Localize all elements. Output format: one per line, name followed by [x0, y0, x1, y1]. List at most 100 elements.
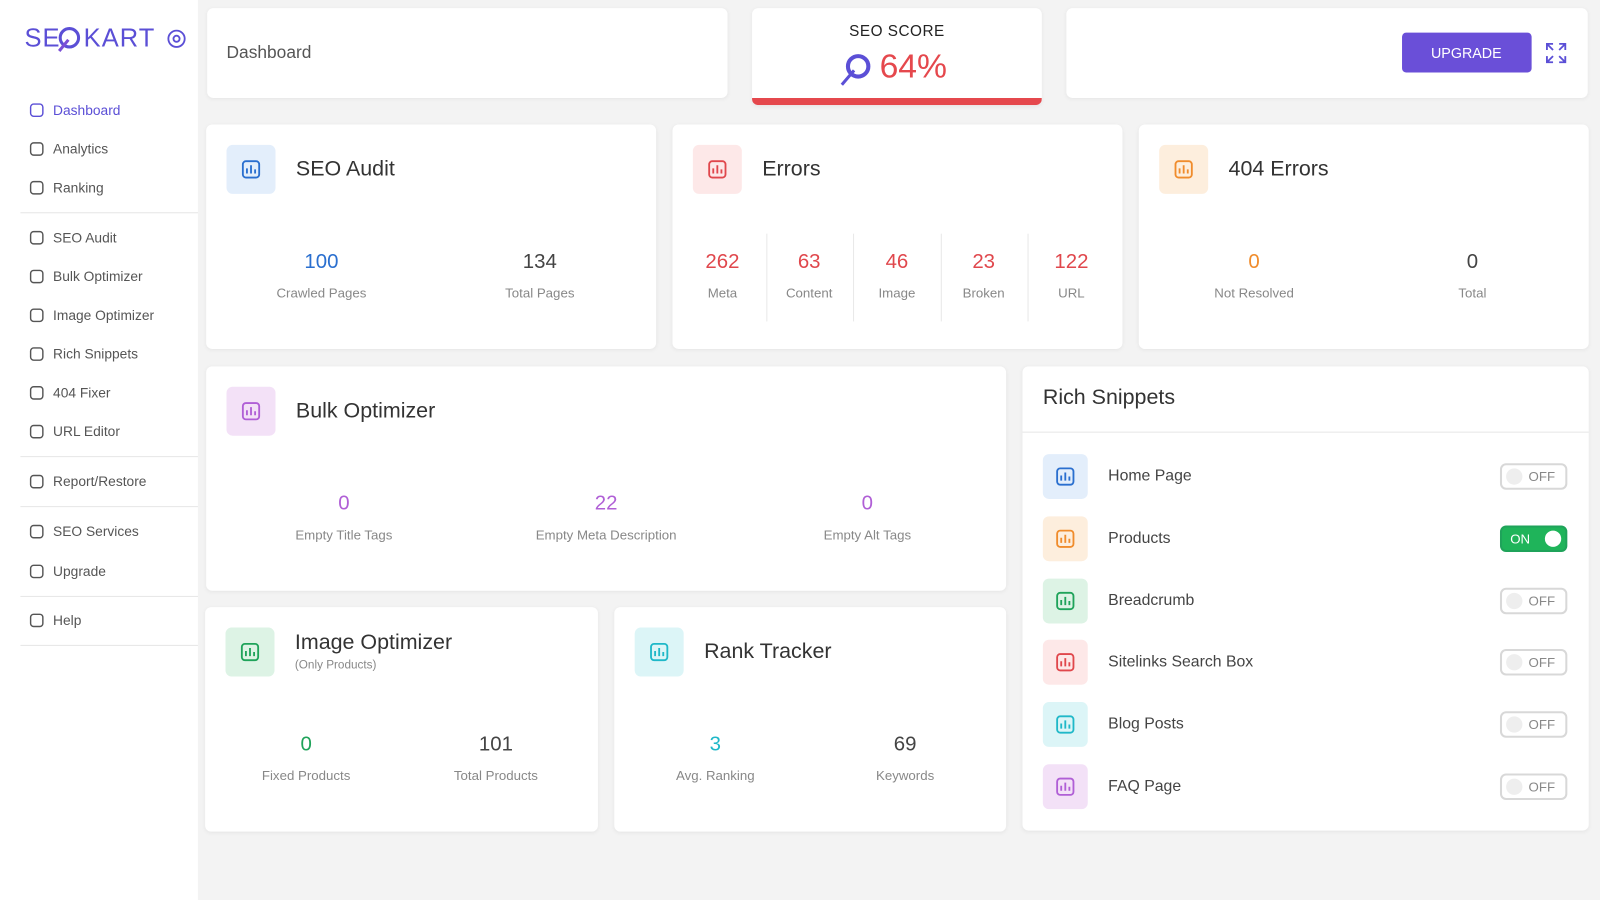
icon-part: [650, 642, 669, 662]
stat-card: Image Optimizer (Only Products) 0 Fixed Pro…: [205, 607, 598, 832]
icon-part: [29, 347, 44, 361]
nav-icon: [29, 230, 44, 245]
nav-icon: [29, 308, 44, 323]
nav-separator: [20, 212, 198, 214]
upgrade-button-label[interactable]: UPGRADE: [1430, 44, 1502, 62]
fullscreen-icon: [1546, 42, 1567, 64]
stat-divider: [1027, 233, 1029, 322]
stat-value: 0: [338, 492, 350, 515]
logo-text: SE: [24, 23, 61, 53]
stat-label: Total Pages: [505, 285, 575, 301]
nav-item[interactable]: Upgrade: [53, 563, 106, 580]
toggle-label[interactable]: OFF: [1528, 717, 1556, 733]
stat-value: 0: [861, 492, 874, 515]
toggle[interactable]: ON: [1499, 525, 1568, 552]
icon-part: [1056, 653, 1075, 672]
nav-icon: [29, 524, 44, 539]
nav-item[interactable]: Help: [53, 612, 82, 629]
stat-value: 23: [972, 250, 996, 273]
card-icon-glyph: [708, 160, 727, 179]
nav-icon: [29, 347, 44, 361]
icon-part: [29, 524, 44, 539]
stat-value: 134: [522, 250, 557, 273]
page-title: Dashboard: [226, 42, 312, 63]
nav-icon: [29, 613, 44, 628]
toggle-label[interactable]: OFF: [1528, 779, 1556, 795]
toggle[interactable]: OFF: [1499, 587, 1568, 614]
nav-separator: [20, 456, 198, 458]
nav-item[interactable]: Rich Snippets: [53, 346, 139, 362]
icon-part: [241, 160, 261, 179]
seo-score-card: SEO SCORE 64%: [752, 8, 1042, 106]
icon-part: [1060, 596, 1071, 605]
stat-card: Bulk Optimizer 0 Empty Title Tags 22 Empty M…: [206, 366, 1007, 591]
icon-part: [1546, 42, 1567, 64]
card-title: 404 Errors: [1228, 157, 1329, 181]
stat-divider: [765, 233, 767, 322]
stat-value: 46: [885, 250, 909, 273]
upgrade-button[interactable]: UPGRADE: [1402, 32, 1532, 73]
icon-part: [29, 142, 44, 156]
icon-part: [240, 642, 260, 662]
icon-part: [29, 386, 44, 400]
card-divider: [1022, 431, 1589, 433]
toggle-label[interactable]: OFF: [1528, 654, 1556, 671]
stat-divider: [853, 233, 855, 322]
stat-label: Keywords: [875, 767, 935, 784]
card-title: Rank Tracker: [704, 639, 832, 664]
nav-item[interactable]: Report/Restore: [53, 473, 147, 490]
icon-part: [1060, 472, 1071, 481]
stat-value: 262: [705, 250, 740, 273]
stat-label: URL: [1058, 285, 1085, 301]
nav-item[interactable]: Bulk Optimizer: [53, 268, 143, 285]
card-subtitle: (Only Products): [294, 659, 377, 672]
icon-part: [167, 29, 186, 48]
stat-label: Total Products: [453, 767, 538, 784]
toggle[interactable]: OFF: [1499, 649, 1568, 676]
toggle[interactable]: OFF: [1499, 773, 1568, 800]
stat-label: Meta: [707, 285, 738, 301]
icon-part: [29, 269, 44, 284]
card-icon-glyph: [240, 642, 260, 662]
card-title: Errors: [762, 157, 821, 181]
card-icon-glyph: [1056, 777, 1075, 796]
nav-item[interactable]: Image Optimizer: [53, 307, 155, 323]
stat-label: Content: [785, 285, 833, 301]
toggle-label[interactable]: OFF: [1528, 468, 1556, 485]
card-title: Image Optimizer: [294, 630, 453, 655]
card-icon-glyph: [241, 402, 261, 421]
snippet-label: Sitelinks Search Box: [1108, 653, 1254, 671]
stat-label: Broken: [962, 285, 1005, 301]
header-bar: Dashboard: [207, 8, 728, 98]
nav-item[interactable]: 404 Fixer: [53, 385, 111, 401]
toggle[interactable]: OFF: [1499, 463, 1568, 490]
stat-label: Empty Title Tags: [295, 527, 393, 543]
stat-label: Empty Alt Tags: [823, 527, 912, 543]
stat-label: Empty Meta Description: [535, 527, 677, 543]
nav-item[interactable]: SEO Services: [53, 523, 139, 540]
icon-part: [1060, 782, 1071, 791]
toggle-label[interactable]: ON: [1510, 530, 1531, 547]
icon-part: [57, 38, 70, 52]
icon-part: [1056, 777, 1075, 796]
nav-separator: [20, 644, 198, 646]
card-title: SEO Audit: [295, 157, 395, 181]
logo-icon: [57, 27, 81, 52]
nav-item[interactable]: URL Editor: [53, 423, 120, 440]
settings-icon: [167, 29, 186, 48]
icon-part: [840, 69, 856, 86]
stat-value: 0: [1466, 250, 1479, 273]
nav-item[interactable]: Ranking: [53, 180, 104, 196]
icon-part: [1178, 165, 1189, 174]
nav-item[interactable]: Dashboard: [53, 102, 121, 118]
icon-part: [708, 160, 727, 179]
icon-part: [1060, 720, 1071, 729]
toggle[interactable]: OFF: [1499, 711, 1568, 738]
nav-item[interactable]: SEO Audit: [53, 230, 117, 246]
seo-score-label: SEO SCORE: [849, 22, 945, 41]
nav-item[interactable]: Analytics: [53, 141, 109, 157]
toggle-label[interactable]: OFF: [1528, 592, 1556, 609]
icon-part: [1174, 160, 1193, 179]
stat-label: Image: [878, 285, 916, 301]
icon-part: [1056, 591, 1075, 610]
